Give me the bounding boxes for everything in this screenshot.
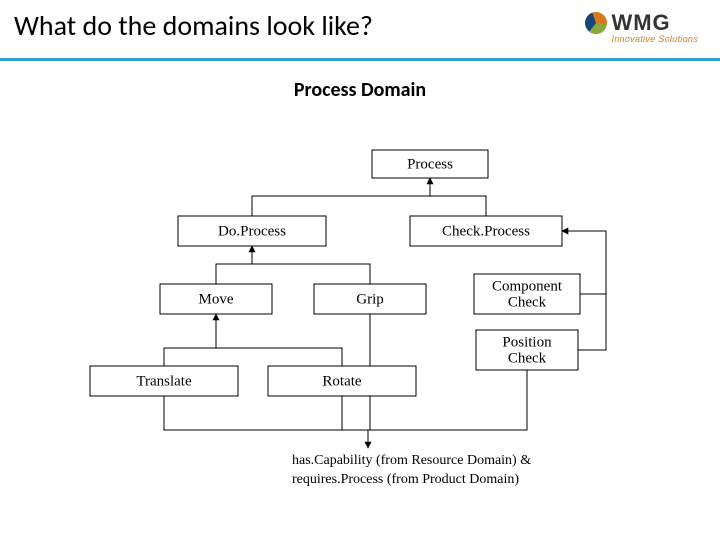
node-label-process: Process	[407, 156, 453, 172]
node-label-positioncheck: Position	[502, 335, 552, 351]
node-label-move: Move	[199, 291, 234, 307]
node-label-positioncheck: Check	[508, 350, 547, 366]
logo-text: WMG	[611, 10, 670, 36]
diagram-edge	[216, 246, 252, 284]
diagram-edge	[164, 314, 216, 366]
diagram-edge	[430, 196, 486, 216]
diagram-edge	[252, 264, 370, 284]
node-label-componentcheck: Component	[492, 279, 563, 295]
logo-subtitle: Innovative Solutions	[611, 34, 698, 44]
diagram-edge	[578, 294, 606, 350]
node-label-doprocess: Do.Process	[218, 223, 286, 239]
node-label-rotate: Rotate	[322, 373, 361, 389]
node-label-grip: Grip	[356, 291, 384, 307]
diagram-edge	[164, 396, 368, 430]
diagram-edge	[216, 348, 342, 366]
node-label-checkprocess: Check.Process	[442, 223, 530, 239]
header: What do the domains look like? WMG Innov…	[0, 0, 720, 60]
logo-top: WMG	[585, 10, 698, 36]
caption-line1: has.Capability (from Resource Domain) &	[292, 453, 531, 468]
node-label-componentcheck: Check	[508, 294, 547, 310]
caption-line2: requires.Process (from Product Domain)	[292, 472, 519, 487]
diagram-caption: has.Capability (from Resource Domain) & …	[292, 452, 531, 490]
process-domain-diagram: Process Do.Process Check.Process Move Grip Co…	[60, 130, 660, 500]
slide: What do the domains look like? WMG Innov…	[0, 0, 720, 540]
diagram-svg: Process Do.Process Check.Process Move Grip Co…	[60, 130, 660, 500]
swirl-icon	[582, 9, 610, 37]
node-label-translate: Translate	[136, 373, 192, 389]
diagram-title: Process Domain	[0, 78, 720, 102]
header-rule	[0, 58, 720, 61]
diagram-edge	[252, 178, 430, 216]
logo: WMG Innovative Solutions	[585, 10, 698, 44]
